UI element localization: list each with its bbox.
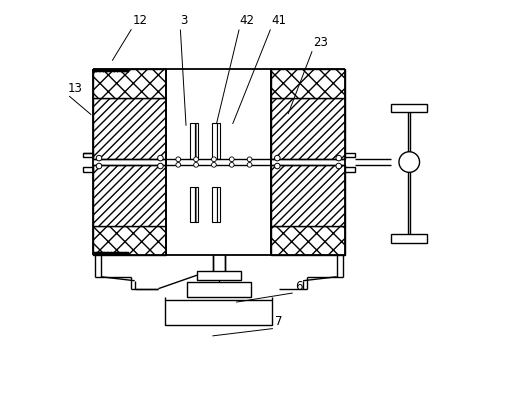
Bar — [271, 227, 345, 255]
Bar — [271, 98, 345, 159]
Bar — [166, 69, 271, 255]
Text: 42: 42 — [239, 14, 255, 27]
Text: 23: 23 — [313, 36, 328, 49]
Bar — [93, 165, 166, 227]
Circle shape — [194, 162, 198, 167]
Bar — [93, 69, 129, 72]
Bar — [212, 123, 217, 159]
Text: 41: 41 — [271, 14, 286, 27]
Circle shape — [229, 162, 234, 167]
Bar — [165, 300, 272, 326]
Bar — [83, 152, 93, 157]
Bar — [271, 69, 345, 98]
Circle shape — [247, 157, 252, 162]
Bar — [345, 167, 354, 172]
Text: 12: 12 — [133, 14, 148, 27]
Bar — [197, 271, 241, 280]
Circle shape — [176, 162, 181, 167]
Bar — [217, 187, 219, 223]
Bar — [195, 187, 198, 223]
Bar — [83, 167, 93, 172]
Circle shape — [212, 157, 216, 162]
Text: 3: 3 — [180, 14, 187, 27]
Bar — [187, 282, 251, 296]
Bar — [195, 123, 198, 159]
Circle shape — [158, 163, 163, 169]
Circle shape — [96, 163, 102, 169]
Circle shape — [274, 155, 280, 161]
Circle shape — [229, 157, 234, 162]
Circle shape — [158, 155, 163, 161]
Bar — [93, 252, 129, 255]
Bar — [391, 104, 427, 113]
Text: 6: 6 — [295, 280, 303, 292]
Bar — [345, 152, 354, 157]
Text: 13: 13 — [67, 81, 82, 95]
Bar — [190, 187, 195, 223]
Circle shape — [176, 157, 181, 162]
Circle shape — [194, 157, 198, 162]
Circle shape — [399, 152, 420, 172]
Bar — [190, 123, 195, 159]
Circle shape — [212, 162, 216, 167]
Circle shape — [336, 163, 341, 169]
Circle shape — [96, 155, 102, 161]
Text: 7: 7 — [276, 315, 283, 328]
Circle shape — [274, 163, 280, 169]
Bar — [217, 123, 219, 159]
Circle shape — [336, 155, 341, 161]
Bar — [93, 98, 166, 159]
Circle shape — [247, 162, 252, 167]
Bar — [271, 165, 345, 227]
Bar — [93, 69, 166, 98]
Bar — [391, 234, 427, 243]
Bar — [212, 187, 217, 223]
Bar — [93, 227, 166, 255]
